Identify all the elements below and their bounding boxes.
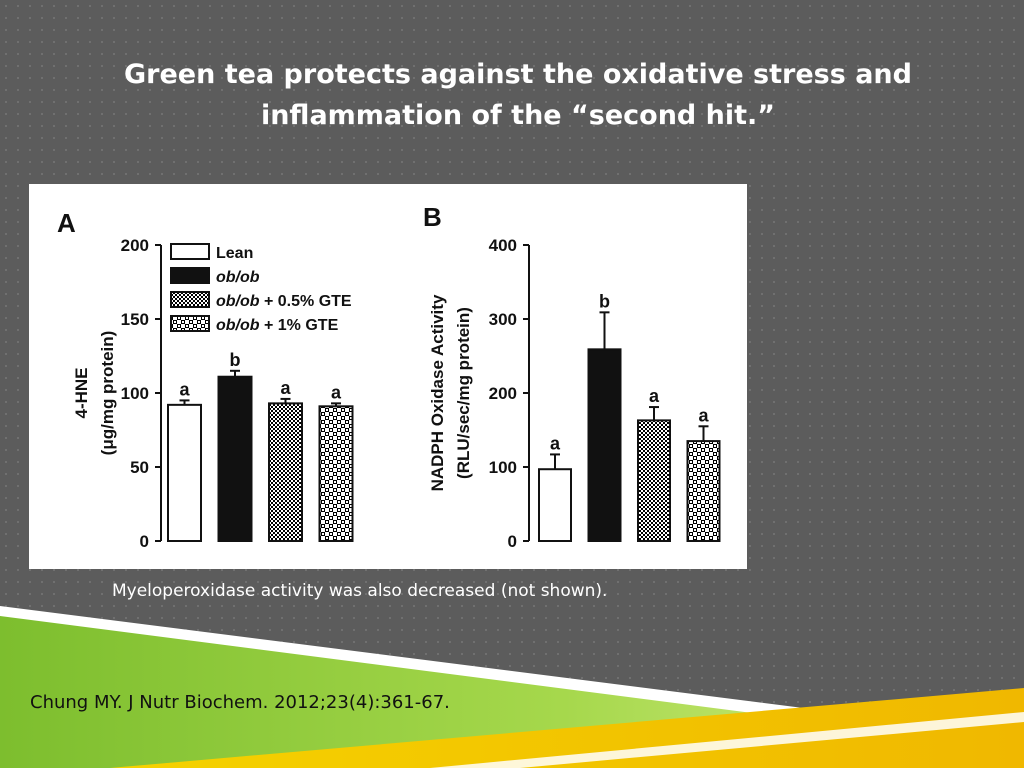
significance-letter: b	[230, 350, 241, 370]
significance-letter: a	[698, 405, 709, 425]
bar-fine-checker	[637, 419, 671, 543]
legend-label: ob/ob + 0.5% GTE	[216, 293, 352, 310]
slide-title-line-1: Green tea protects against the oxidative…	[124, 59, 912, 90]
figure-svg: A 0 50 100 150 200 4-HNE (μg/mg protein) a b a a B 0 1…	[57, 202, 721, 551]
legend: Lean ob/ob ob/ob + 0.5% GTE ob/ob + 1% GTE	[170, 243, 352, 334]
significance-letter: a	[331, 382, 342, 402]
legend-label: ob/ob + 1% GTE	[216, 317, 339, 334]
y-tick-label: 100	[489, 458, 517, 477]
y-tick-label: 200	[489, 384, 517, 403]
y-tick-label: 300	[489, 310, 517, 329]
significance-letter: a	[179, 379, 190, 399]
panel-label: A	[57, 208, 76, 238]
chart-panel-b: B 0 100 200 300 400 NADPH Oxidase Activity (RLU…	[423, 202, 721, 551]
legend-swatch-solid	[170, 267, 210, 284]
chart-panel-a: A 0 50 100 150 200 4-HNE (μg/mg protein) a b a a	[57, 208, 354, 551]
bar-coarse-checker	[318, 405, 354, 542]
legend-swatch-fine-checker	[170, 291, 210, 308]
legend-swatch-open	[170, 243, 210, 260]
significance-letter: a	[649, 386, 660, 406]
y-tick-label: 100	[121, 384, 149, 403]
significance-letter: a	[280, 378, 291, 398]
legend-swatch-coarse-checker	[170, 315, 210, 332]
legend-label: Lean	[216, 245, 253, 262]
bar-coarse-checker	[686, 440, 721, 543]
slide-title-line-2: inflammation of the “second hit.”	[260, 100, 776, 131]
panel-label: B	[423, 202, 442, 232]
y-axis-label: NADPH Oxidase Activity	[428, 294, 447, 491]
legend-label: ob/ob	[216, 269, 260, 286]
citation: Chung MY. J Nutr Biochem. 2012;23(4):361…	[30, 692, 450, 713]
significance-letter: a	[550, 433, 561, 453]
y-tick-label: 200	[121, 236, 149, 255]
y-tick-label: 400	[489, 236, 517, 255]
y-axis-unit: (RLU/sec/mg protein)	[454, 307, 473, 479]
y-axis-unit: (μg/mg protein)	[98, 331, 117, 456]
band-white-highlight	[430, 712, 1024, 768]
y-tick-label: 50	[130, 458, 149, 477]
bar-solid	[587, 348, 622, 542]
bar-solid	[217, 375, 253, 542]
y-tick-label: 150	[121, 310, 149, 329]
figure-caption: Myeloperoxidase activity was also decrea…	[112, 581, 608, 601]
figure-panel: A 0 50 100 150 200 4-HNE (μg/mg protein) a b a a B 0 1…	[29, 184, 747, 569]
slide-title: Green tea protects against the oxidative…	[60, 54, 976, 136]
bar-fine-checker	[268, 402, 303, 542]
significance-letter: b	[599, 291, 610, 311]
band-yellow-stripe	[110, 688, 1024, 768]
bar-open	[167, 403, 202, 542]
y-axis-label: 4-HNE	[72, 367, 91, 418]
bar-open	[538, 468, 572, 542]
y-tick-label: 0	[508, 532, 517, 551]
decorative-color-band	[0, 606, 1024, 768]
y-tick-label: 0	[140, 532, 149, 551]
